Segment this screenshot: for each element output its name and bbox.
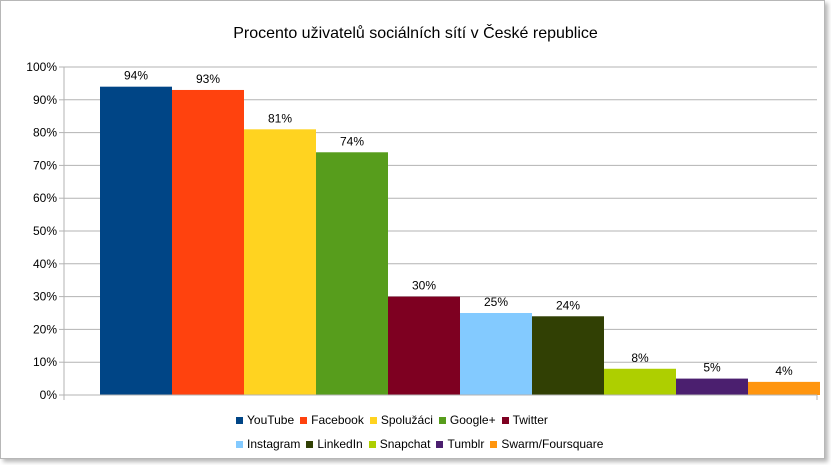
data-label: 25% (484, 295, 508, 309)
legend-swatch (300, 416, 308, 424)
data-label: 5% (703, 361, 721, 375)
y-tick-label: 30% (33, 290, 57, 304)
bar-linkedin (532, 316, 604, 395)
y-axis-ticks: 0% 10% 20% 30% 40% 50% 60% 70% 80% 90% 100% (26, 60, 64, 402)
legend-swatch (501, 416, 509, 424)
axes (63, 67, 818, 400)
legend-item: YouTube (236, 412, 294, 428)
legend-item: LinkedIn (306, 436, 363, 452)
legend-swatch (438, 416, 446, 424)
legend-label: Facebook (311, 413, 364, 427)
bars (100, 86, 820, 396)
legend-item: Facebook (300, 412, 364, 428)
data-label: 24% (556, 298, 580, 312)
y-tick-label: 100% (26, 60, 57, 74)
data-labels: 94% 93% 81% 74% 30% 25% 24% 8% 5% 4% (124, 69, 793, 378)
data-label: 94% (124, 69, 148, 83)
legend-item: Snapchat (368, 436, 431, 452)
legend-label: Google+ (449, 413, 496, 427)
data-label: 93% (196, 72, 220, 86)
legend-label: Snapchat (379, 437, 431, 451)
bar-tumblr (676, 378, 748, 395)
legend-label: Spolužáci (380, 413, 433, 427)
y-tick-label: 20% (33, 322, 57, 336)
chart-title: Procento uživatelů sociálních sítí v Čes… (233, 25, 598, 42)
legend-item: Google+ (438, 412, 496, 428)
legend-label: Tumblr (447, 437, 485, 451)
y-tick-label: 60% (33, 191, 57, 205)
legend-swatch (369, 416, 377, 424)
legend-label: Twitter (512, 413, 548, 427)
y-tick-label: 50% (33, 224, 57, 238)
bar-spolu-ci (244, 129, 316, 395)
legend-swatch (306, 440, 314, 448)
legend-item: Instagram (236, 436, 300, 452)
data-label: 4% (775, 364, 793, 378)
legend-label: YouTube (247, 413, 295, 427)
bar-swarm-foursquare (748, 381, 820, 395)
y-tick-label: 40% (33, 257, 57, 271)
legend-label: Instagram (247, 437, 301, 451)
data-label: 30% (412, 279, 436, 293)
legend-label: LinkedIn (317, 437, 363, 451)
legend-item: Swarm/Foursquare (490, 436, 603, 452)
legend-label: Swarm/Foursquare (501, 437, 604, 451)
y-tick-label: 0% (40, 388, 58, 402)
legend: YouTube Facebook Spolužáci Google+ Twitter In… (236, 412, 656, 452)
data-label: 81% (268, 111, 292, 125)
bar-instagram (460, 313, 532, 395)
bar-youtube (100, 86, 172, 396)
bar-twitter (388, 296, 460, 395)
bar-facebook (172, 89, 244, 396)
y-tick-label: 10% (33, 355, 57, 369)
data-label: 74% (340, 134, 364, 148)
legend-swatch (490, 440, 498, 448)
legend-item: Twitter (501, 412, 548, 428)
legend-swatch (368, 440, 376, 448)
bar-google- (316, 152, 388, 395)
data-label: 8% (631, 351, 649, 365)
legend-item: Tumblr (436, 436, 484, 452)
y-tick-label: 90% (33, 93, 57, 107)
legend-swatch (436, 440, 444, 448)
legend-swatch (236, 416, 243, 424)
bar-snapchat (604, 368, 676, 395)
y-tick-label: 70% (33, 158, 57, 172)
legend-item: Spolužáci (369, 412, 433, 428)
y-tick-label: 80% (33, 126, 57, 140)
legend-swatch (236, 440, 243, 448)
